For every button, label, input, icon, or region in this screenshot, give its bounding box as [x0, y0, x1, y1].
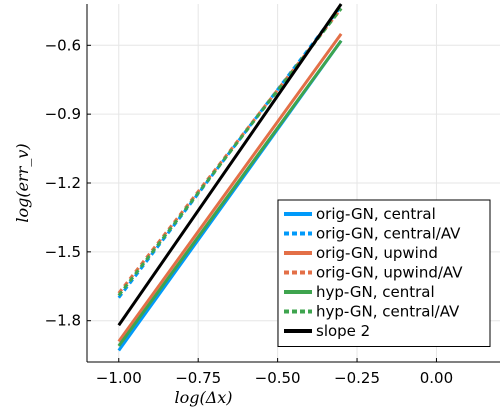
y-axis-label: log(err_v): [13, 143, 32, 222]
legend-label: orig-GN, central: [316, 205, 436, 223]
y-tick-label: −0.9: [45, 105, 81, 123]
legend-label: hyp-GN, central/AV: [316, 303, 460, 321]
x-tick-label: −0.25: [334, 369, 380, 387]
legend-label: orig-GN, central/AV: [316, 225, 461, 243]
legend-box: [277, 199, 491, 347]
y-tick-label: −1.2: [45, 174, 81, 192]
series-line: [117, 7, 343, 297]
y-tick-label: −0.6: [45, 36, 81, 54]
y-tick-label: −1.8: [45, 312, 81, 330]
axes-frame: [86, 4, 500, 363]
x-axis-label: log(Δx): [174, 388, 232, 407]
x-tick-label: −1.00: [96, 369, 142, 387]
series-line: [117, 32, 343, 343]
x-tick-label: 0.00: [420, 369, 453, 387]
x-tick-labels: −1.00 −0.75 −0.50 −0.25 0.00: [96, 369, 453, 387]
x-tick-label: −0.50: [255, 369, 301, 387]
legend-label: orig-GN, upwind/AV: [316, 264, 463, 282]
legend-label: hyp-GN, central: [316, 283, 435, 301]
y-tick-labels: −1.8 −1.5 −1.2 −0.9 −0.6: [45, 36, 81, 329]
x-tick-label: −0.75: [175, 369, 221, 387]
y-tick-label: −1.5: [45, 243, 81, 261]
series-line: [117, 39, 343, 347]
series-lines: [117, 3, 343, 352]
legend-label: orig-GN, upwind: [316, 244, 438, 262]
series-line: [117, 3, 343, 327]
legend-label: slope 2: [316, 322, 370, 340]
